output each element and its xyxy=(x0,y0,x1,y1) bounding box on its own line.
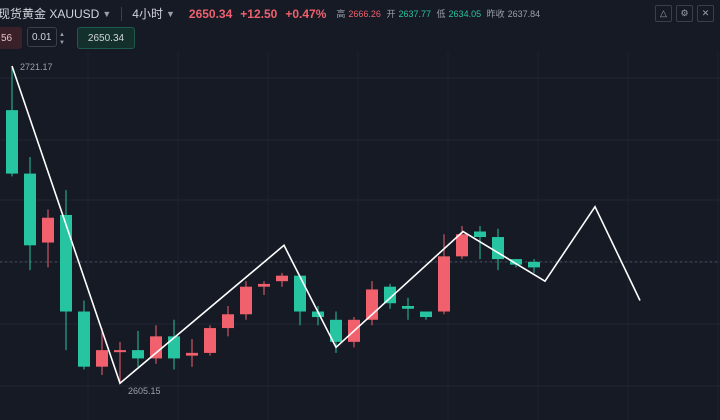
candle-body xyxy=(222,314,234,329)
candle-body xyxy=(60,214,72,312)
low-price-label: 2605.15 xyxy=(128,386,161,396)
sell-button[interactable]: 56 xyxy=(0,27,22,49)
candle-body xyxy=(510,259,522,265)
current-price: 2650.34 xyxy=(188,6,233,21)
timeframe-selector[interactable]: 4小时 xyxy=(132,7,163,21)
header-toolbar: △ ⚙ ✕ xyxy=(655,5,714,22)
candle-body xyxy=(132,350,144,359)
buy-button[interactable]: 2650.34 xyxy=(77,27,135,49)
ohlc-prev-close-label: 昨收 xyxy=(486,9,505,19)
candle-body xyxy=(78,311,90,367)
candle-body xyxy=(294,275,306,312)
candle-body xyxy=(96,350,108,367)
candle-body xyxy=(258,283,270,287)
candle-body xyxy=(42,217,54,243)
candle-body xyxy=(528,261,540,268)
candle-body xyxy=(384,286,396,304)
candle-body xyxy=(402,306,414,309)
candle-body xyxy=(456,234,468,257)
timeframe-dropdown-icon[interactable]: ▼ xyxy=(165,8,175,19)
symbol-header: 现货黄金 XAUUSD ▼ 4小时 ▼ 2650.34 +12.50 +0.47… xyxy=(0,0,720,27)
quantity-input[interactable] xyxy=(27,27,57,47)
candle-body xyxy=(114,350,126,353)
candle-body xyxy=(474,231,486,238)
triangle-up-icon[interactable]: △ xyxy=(655,5,672,22)
candle-body xyxy=(276,275,288,282)
candle-body xyxy=(240,286,252,315)
ohlc-high-value: 2666.26 xyxy=(348,9,381,19)
symbol-name[interactable]: 现货黄金 XAUUSD xyxy=(0,7,100,21)
ohlc-readout: 高 2666.26 开 2637.77 低 2634.05 昨收 2637.84 xyxy=(336,7,543,20)
candle-body xyxy=(330,319,342,342)
settings-icon[interactable]: ⚙ xyxy=(676,5,693,22)
stepper-down-icon[interactable]: ▼ xyxy=(59,40,65,46)
divider xyxy=(121,6,123,21)
quantity-stepper[interactable]: ▲ ▼ xyxy=(59,27,69,51)
close-icon[interactable]: ✕ xyxy=(697,5,714,22)
candle-body xyxy=(186,352,198,356)
candle-body xyxy=(6,110,18,174)
candle-body xyxy=(204,328,216,353)
candle-body xyxy=(420,311,432,318)
candle-body xyxy=(312,311,324,318)
ohlc-low-label: 低 xyxy=(436,9,446,19)
ohlc-open-value: 2637.77 xyxy=(398,9,432,19)
candle-body xyxy=(24,173,36,246)
ohlc-high-label: 高 xyxy=(336,9,346,19)
ohlc-prev-close-value: 2637.84 xyxy=(507,9,541,19)
candle-body xyxy=(438,256,450,312)
stepper-up-icon[interactable]: ▲ xyxy=(59,32,65,38)
ohlc-open-label: 开 xyxy=(386,9,396,19)
trade-bar: 56 ▲ ▼ 2650.34 xyxy=(0,27,135,51)
candle-body xyxy=(150,336,162,359)
symbol-dropdown-icon[interactable]: ▼ xyxy=(102,8,112,19)
candle-body xyxy=(168,336,180,359)
price-change-percent: +0.47% xyxy=(285,6,327,21)
candle-body xyxy=(492,237,504,260)
ohlc-low-value: 2634.05 xyxy=(448,9,482,19)
price-change: +12.50 xyxy=(240,6,278,21)
zigzag-line xyxy=(11,65,641,385)
high-price-label: 2721.17 xyxy=(20,62,53,72)
